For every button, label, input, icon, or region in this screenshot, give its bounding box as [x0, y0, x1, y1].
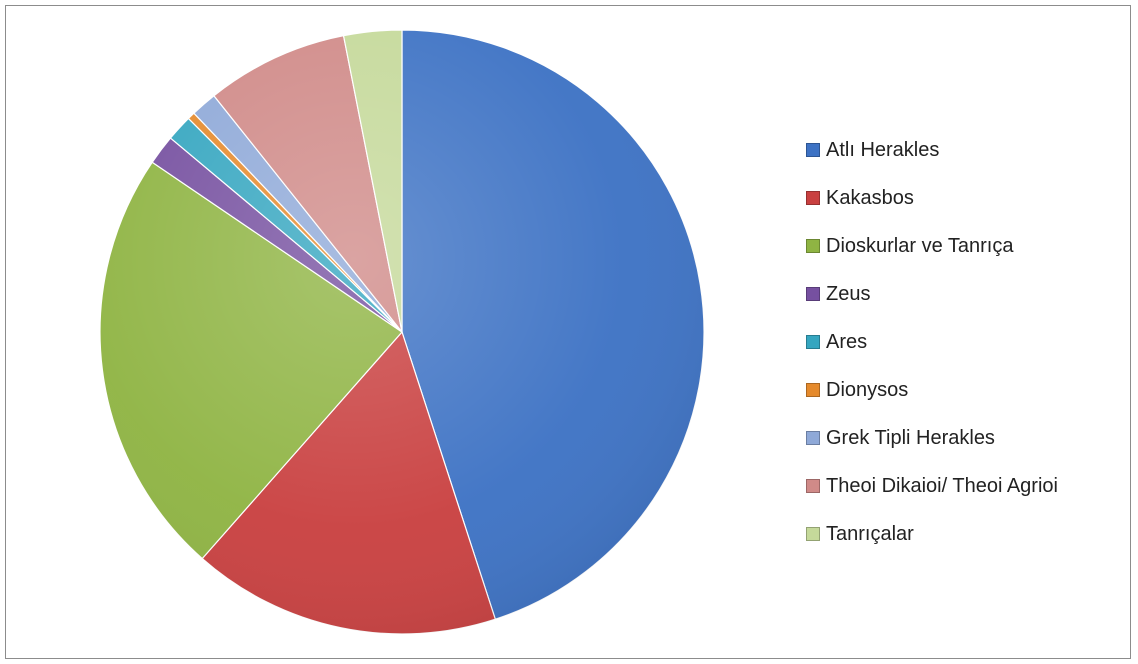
chart-area: Atlı Herakles Kakasbos Dioskurlar ve Tanrı…: [5, 5, 1131, 659]
legend-label: Kakasbos: [826, 186, 914, 209]
legend-item: Tanrıçalar: [806, 510, 1058, 558]
legend-swatch: [806, 191, 820, 205]
legend-label: Dioskurlar ve Tanrıça: [826, 234, 1014, 257]
legend-swatch: [806, 143, 820, 157]
legend-item: Dionysos: [806, 366, 1058, 414]
legend-label: Theoi Dikaioi/ Theoi Agrioi: [826, 474, 1058, 497]
legend-item: Theoi Dikaioi/ Theoi Agrioi: [806, 462, 1058, 510]
legend-swatch: [806, 431, 820, 445]
legend: Atlı Herakles Kakasbos Dioskurlar ve Tanrı…: [806, 126, 1058, 558]
legend-label: Zeus: [826, 282, 871, 305]
legend-item: Kakasbos: [806, 174, 1058, 222]
legend-swatch: [806, 335, 820, 349]
legend-item: Ares: [806, 318, 1058, 366]
legend-swatch: [806, 527, 820, 541]
legend-swatch: [806, 383, 820, 397]
legend-label: Grek Tipli Herakles: [826, 426, 995, 449]
legend-item: Atlı Herakles: [806, 126, 1058, 174]
legend-label: Ares: [826, 330, 868, 353]
legend-label: Atlı Herakles: [826, 138, 940, 161]
legend-item: Zeus: [806, 270, 1058, 318]
legend-item: Dioskurlar ve Tanrıça: [806, 222, 1058, 270]
legend-label: Dionysos: [826, 378, 909, 401]
legend-swatch: [806, 287, 820, 301]
legend-item: Grek Tipli Herakles: [806, 414, 1058, 462]
legend-label: Tanrıçalar: [826, 522, 914, 545]
legend-swatch: [806, 479, 820, 493]
legend-swatch: [806, 239, 820, 253]
